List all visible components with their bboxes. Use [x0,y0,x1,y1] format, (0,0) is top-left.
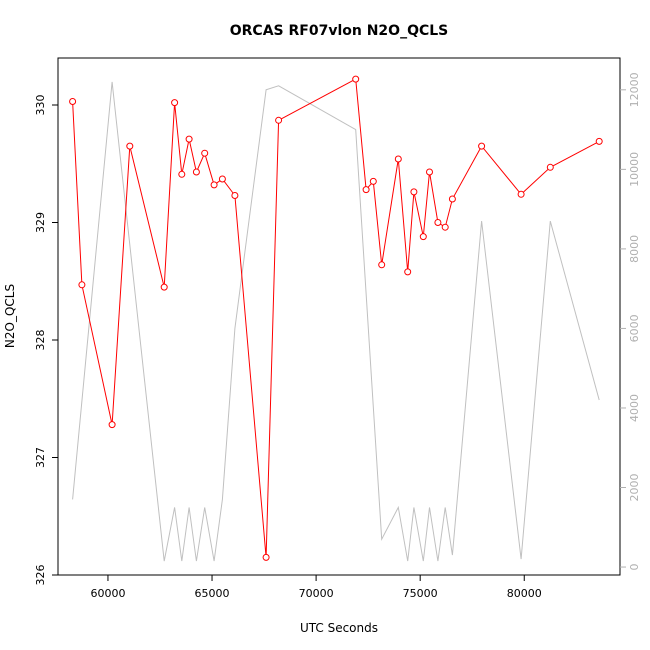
y-right-tick-label: 6000 [628,314,641,342]
primary-series-point [210,181,218,189]
primary-series-point [201,149,209,157]
primary-series-point [126,142,134,150]
primary-series-point [404,268,412,276]
primary-series-point [419,233,427,241]
primary-series-point [410,188,418,196]
secondary-series-line [72,81,600,562]
primary-series-point [394,155,402,163]
primary-series-point [352,75,360,83]
primary-series-point [78,281,86,289]
x-tick-label: 60000 [90,587,125,600]
primary-series-point [171,99,179,107]
primary-series-line [72,78,600,558]
primary-series-point [192,168,200,176]
primary-series-point [185,135,193,143]
primary-series-point [69,98,77,105]
plot-frame [57,57,621,576]
primary-series-point [478,142,486,150]
primary-series-point [378,261,386,269]
y-right-tick-label: 8000 [628,235,641,263]
primary-series-point [546,163,554,171]
primary-series-point [108,421,116,429]
primary-series-point [448,195,456,203]
x-tick-label: 75000 [403,587,438,600]
y-axis-label: N2O_QCLS [3,284,17,348]
primary-series-point [517,190,525,198]
primary-series-point [160,283,168,291]
primary-series-point [595,137,603,145]
primary-series-point [362,186,370,194]
primary-series-point [262,553,270,561]
primary-series-point [369,177,377,185]
x-axis-label: UTC Seconds [300,621,378,635]
y-left-tick-label: 328 [34,330,47,351]
x-tick-label: 80000 [507,587,542,600]
primary-series-point [434,219,442,226]
primary-series-point [275,116,283,124]
y-right-tick-label: 10000 [628,152,641,187]
y-left-tick-label: 330 [34,95,47,116]
primary-series-point [218,175,226,183]
primary-series-point [178,170,186,178]
y-right-tick-label: 0 [628,564,641,571]
y-axis-right: 0 2000 4000 6000 8000 10000 12000 [620,72,641,571]
y-left-tick-label: 327 [34,447,47,468]
primary-series-point [231,192,239,199]
series-layer [69,75,603,562]
y-right-tick-label: 12000 [628,72,641,107]
primary-series-point [441,223,449,231]
x-tick-label: 70000 [299,587,334,600]
x-tick-label: 65000 [195,587,230,600]
chart-title: ORCAS RF07vlon N2O_QCLS [230,23,449,39]
y-left-tick-label: 329 [34,212,47,233]
y-right-tick-label: 4000 [628,394,641,422]
x-axis: 60000 65000 70000 75000 80000 [90,575,542,600]
y-left-tick-label: 326 [34,565,47,586]
y-right-tick-label: 2000 [628,474,641,502]
primary-series-point [426,168,433,176]
y-axis-left: 326 327 328 329 330 [34,95,58,586]
